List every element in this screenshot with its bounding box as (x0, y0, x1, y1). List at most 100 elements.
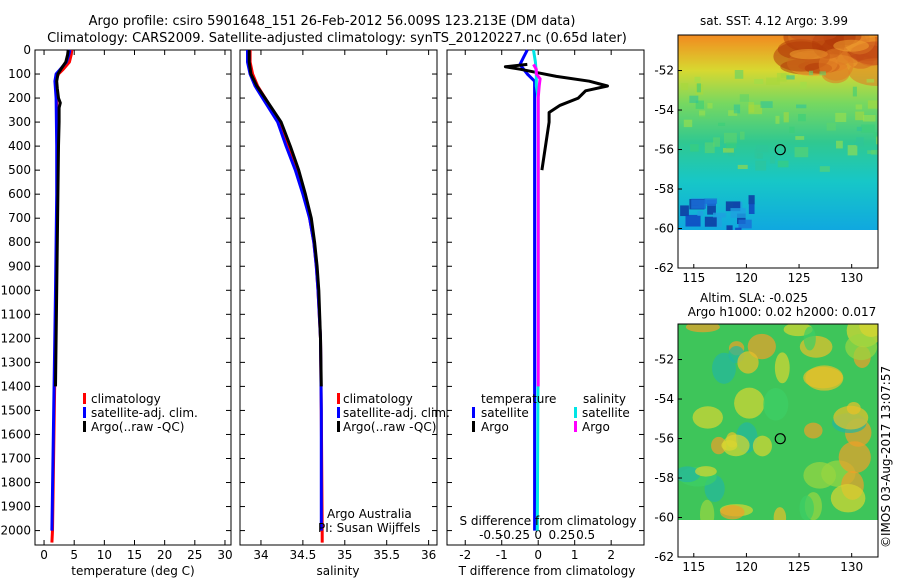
sla-texture (845, 333, 878, 361)
sst-texture (737, 164, 748, 170)
sst-texture (826, 122, 836, 131)
header-subtitle: Climatology: CARS2009. Satellite-adjuste… (47, 31, 627, 46)
y-tick-label: 500 (8, 163, 31, 177)
x-tick-label: -1 (496, 548, 508, 562)
y-tick-label: 1900 (0, 500, 31, 514)
legend-label-temperature-satellite: satellite (481, 406, 529, 420)
sst-texture (856, 137, 864, 147)
map-x-tick-label: 125 (788, 271, 811, 285)
sla-map-frame (677, 323, 879, 558)
sla-texture (699, 499, 715, 520)
sst-texture (855, 104, 863, 110)
map-y-tick-label: -60 (654, 222, 674, 236)
sst-texture (760, 101, 773, 108)
sla-map (678, 324, 878, 520)
sla-texture (830, 484, 866, 513)
map-y-tick-label: -62 (654, 261, 674, 275)
secondary-tick-label: -0.25 (499, 528, 530, 542)
map-y-tick-label: -54 (654, 103, 674, 117)
legend-label-salinity-satellite: satellite (582, 406, 630, 420)
sst-texture (748, 104, 763, 115)
map-y-tick-label: -58 (654, 471, 674, 485)
x-tick-label: 35 (337, 548, 352, 562)
sst-texture (704, 142, 715, 154)
x-tick-label: 5 (70, 548, 78, 562)
sst-texture (734, 70, 744, 79)
sst-texture (733, 104, 741, 114)
sst-texture (789, 126, 795, 133)
map-x-tick-label: 120 (735, 271, 758, 285)
sst-texture (683, 119, 693, 128)
sst-texture (698, 110, 706, 117)
sst-texture (873, 132, 878, 138)
series-line-climatology (248, 50, 324, 543)
sst-texture (728, 110, 738, 116)
map-y-tick-label: -52 (654, 64, 674, 78)
sst-texture (715, 215, 722, 228)
sst-texture (794, 147, 809, 158)
sst-texture (689, 95, 699, 103)
sst-texture (856, 126, 862, 132)
sla-texture (712, 352, 736, 384)
sla-texture (721, 440, 738, 451)
map-y-tick-label: -54 (654, 392, 674, 406)
annotation-line1: Argo Australia (327, 507, 412, 521)
y-tick-label: 1500 (0, 403, 31, 417)
secondary-axis-label: S difference from climatology (460, 514, 637, 528)
sla-texture (720, 505, 745, 520)
sst-texture (707, 203, 716, 215)
secondary-tick-label: 0 (534, 528, 542, 542)
sla-texture (711, 436, 727, 455)
sst-texture (713, 137, 721, 147)
y-tick-label: 2000 (0, 524, 31, 538)
temperature-axis-label: temperature (deg C) (71, 564, 194, 578)
map-x-tick-label: 125 (788, 560, 811, 574)
sst-texture (783, 112, 789, 123)
sst-texture (723, 132, 737, 144)
sla-texture (678, 466, 701, 483)
sst-texture (735, 227, 742, 230)
secondary-tick-label: 0.25 (549, 528, 576, 542)
map-y-tick-label: -60 (654, 511, 674, 525)
sst-texture (737, 213, 746, 225)
sst-texture (739, 131, 745, 140)
annotation-line2: PI: Susan Wijffels (318, 521, 420, 535)
sla-texture (859, 324, 878, 338)
sla-texture (737, 351, 759, 374)
y-tick-label: 1200 (0, 331, 31, 345)
x-tick-label: 25 (187, 548, 202, 562)
salinity-legend: climatology satellite-adj. clim. Argo(..… (337, 392, 450, 434)
legend-swatch-climatology (337, 393, 340, 404)
sla-texture (803, 462, 837, 489)
x-tick-label: 10 (97, 548, 112, 562)
sla-texture (803, 422, 823, 439)
sst-texture (786, 75, 795, 80)
x-tick-label: -2 (459, 548, 471, 562)
sla-map-title-line1: Altim. SLA: -0.025 (700, 291, 808, 305)
legend-label-salinity-argo: Argo (582, 420, 610, 434)
series-line-salinity-argo (532, 63, 542, 387)
sla-texture (803, 366, 843, 389)
legend-label-satellite: satellite-adj. clim. (343, 406, 450, 420)
legend-swatch-satellite (337, 407, 340, 418)
series-line-temperature-satellite (518, 49, 537, 531)
legend-swatch-satellite (83, 407, 86, 418)
sst-texture (833, 39, 870, 52)
sst-texture (691, 199, 707, 209)
sst-texture (836, 140, 843, 149)
sst-texture (726, 225, 733, 230)
sla-texture (833, 405, 869, 430)
sla-map-title-line2: Argo h1000: 0.02 h2000: 0.017 (688, 305, 877, 319)
salinity-panel (239, 49, 438, 546)
sst-texture (867, 100, 878, 109)
x-tick-label: 15 (127, 548, 142, 562)
legend-swatch-argo (337, 421, 340, 432)
sst-map (678, 35, 878, 230)
sst-texture (698, 115, 711, 119)
series-line-argo-raw-qc- (247, 50, 323, 387)
sst-texture (852, 86, 857, 97)
sst-map-frame (677, 34, 879, 269)
sst-texture (704, 216, 717, 227)
sst-texture (730, 208, 746, 218)
